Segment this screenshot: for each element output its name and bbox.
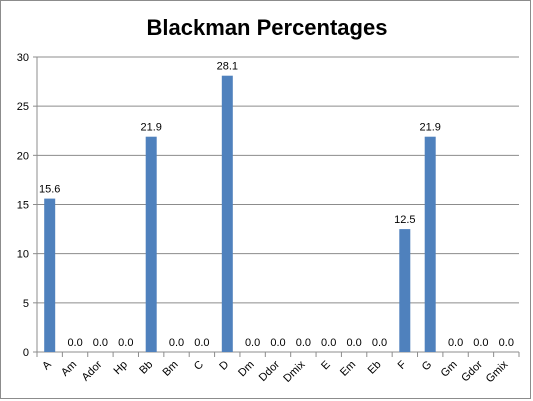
bar-f [399,229,411,352]
data-label-bb: 21.9 [140,122,161,134]
data-label-hp: 0.0 [118,337,133,349]
data-labels: 15.6 0.0 0.0 0.0 21.9 0.0 0.0 28.1 0.0 0.0 0.0 0.0 0… [39,61,514,349]
data-label-am: 0.0 [67,337,82,349]
x-tick-label: Gdor [459,358,485,384]
gridlines [37,56,519,353]
data-label-gm: 0.0 [448,337,463,349]
data-label-a: 15.6 [39,184,60,196]
data-label-dmix: 0.0 [296,337,311,349]
data-label-g: 21.9 [419,122,440,134]
x-tick-label: D [217,359,231,373]
bar-bb [145,136,157,352]
x-tick-label: Gmix [484,358,511,385]
y-tick-label: 15 [17,200,29,212]
data-label-gdor: 0.0 [473,337,488,349]
x-tick-label: F [396,358,409,371]
x-tick-labels: A Am Ador Hp Bb Bm C D Dm Ddor Dmix E Em Eb F G Gm GdorGm… [40,358,511,385]
data-label-f: 12.5 [394,214,415,226]
bars [44,75,436,352]
bar-g [424,136,436,352]
data-label-e: 0.0 [321,337,336,349]
x-tick-label: Ador [80,358,105,383]
x-tick-label: E [319,359,333,373]
x-tick-label: A [40,358,54,372]
data-label-ddor: 0.0 [270,337,285,349]
y-tick-label: 0 [23,347,29,359]
bar-d [221,75,233,352]
data-label-bm: 0.0 [169,337,184,349]
x-tick-label: Hp [111,359,129,377]
bar-a [44,198,56,352]
chart-title: Blackman Percentages [147,15,388,40]
x-tick-label: Dmix [281,358,308,385]
x-tick-label: Bm [160,359,180,379]
axes [33,56,520,357]
x-tick-label: Gm [439,359,460,380]
x-tick-label: Am [59,359,79,379]
y-tick-label: 30 [17,52,29,64]
data-label-ador: 0.0 [93,337,108,349]
x-tick-label: C [192,359,206,373]
data-label-d: 28.1 [217,61,238,73]
x-tick-label: Bb [137,359,155,377]
data-label-gmix: 0.0 [499,337,514,349]
x-tick-label: Eb [366,359,384,377]
x-tick-label: Dm [236,359,257,380]
x-tick-label: G [420,359,435,374]
x-tick-label: Em [338,359,358,379]
y-tick-label: 5 [23,298,29,310]
y-tick-label: 25 [17,101,29,113]
y-tick-label: 10 [17,249,29,261]
data-label-em: 0.0 [346,337,361,349]
y-tick-label: 20 [17,150,29,162]
y-tick-labels: 0 5 10 15 20 25 30 [17,52,29,359]
data-label-eb: 0.0 [372,337,387,349]
data-label-c: 0.0 [194,337,209,349]
x-tick-label: Ddor [257,358,283,384]
data-label-dm: 0.0 [245,337,260,349]
